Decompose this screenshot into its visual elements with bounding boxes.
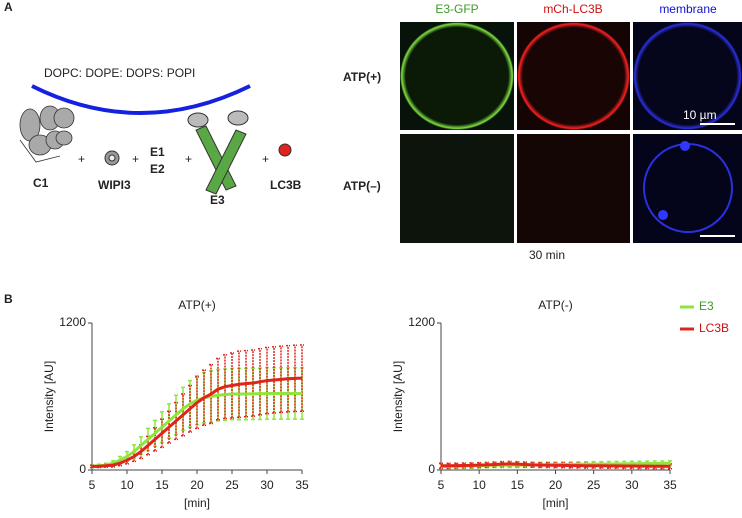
x-tick-label: 15 xyxy=(511,478,525,492)
error-bar xyxy=(209,363,213,425)
column-header: mCh-LC3B xyxy=(543,2,602,16)
e3-icon xyxy=(187,110,249,195)
x-tick-label: 30 xyxy=(260,478,274,492)
lc3b-icon xyxy=(278,143,292,157)
x-tick-label: 5 xyxy=(438,478,445,492)
plus: + xyxy=(78,152,85,166)
c1-icon xyxy=(19,105,75,163)
error-bar xyxy=(188,384,192,433)
x-tick-label: 35 xyxy=(295,478,309,492)
component-label: C1 xyxy=(33,176,49,190)
component-label: E2 xyxy=(150,162,165,176)
x-axis-label: [min] xyxy=(542,496,568,510)
legend-label: LC3B xyxy=(699,321,729,335)
series-line xyxy=(92,376,303,468)
wipi3-icon xyxy=(108,154,116,162)
x-tick-label: 10 xyxy=(472,478,486,492)
panel-label: A xyxy=(4,0,13,14)
plus: + xyxy=(185,152,192,166)
panel-label: B xyxy=(4,292,13,306)
time-label: 30 min xyxy=(529,248,565,262)
column-header: E3-GFP xyxy=(435,2,478,16)
lipid-label: DOPC: DOPE: DOPS: POPI xyxy=(44,66,195,80)
x-tick-label: 5 xyxy=(89,478,96,492)
y-axis-label: Intensity [AU] xyxy=(391,361,405,432)
y-tick-label: 1200 xyxy=(59,315,86,329)
legend-label: E3 xyxy=(699,299,714,313)
column-header: membrane xyxy=(659,2,717,16)
x-tick-label: 25 xyxy=(225,478,239,492)
x-tick-label: 20 xyxy=(190,478,204,492)
plus: + xyxy=(132,152,139,166)
series-line xyxy=(91,391,302,468)
chart-title: ATP(-) xyxy=(538,298,572,312)
y-tick-label: 0 xyxy=(79,462,86,476)
error-bar xyxy=(160,418,164,449)
y-tick-label: 0 xyxy=(428,462,435,476)
micrographs xyxy=(400,22,742,243)
row-label: ATP(+) xyxy=(343,70,381,84)
y-tick-label: 1200 xyxy=(408,315,435,329)
plus: + xyxy=(262,152,269,166)
component-label: E1 xyxy=(150,145,165,159)
x-axis-label: [min] xyxy=(184,496,210,510)
component-label: E3 xyxy=(210,193,225,207)
membrane-arc xyxy=(31,84,251,115)
error-bar xyxy=(230,352,234,419)
x-tick-label: 30 xyxy=(625,478,639,492)
y-axis-label: Intensity [AU] xyxy=(42,361,56,432)
x-tick-label: 25 xyxy=(587,478,601,492)
chart-title: ATP(+) xyxy=(178,298,215,312)
error-bar xyxy=(181,393,185,437)
row-label: ATP(–) xyxy=(343,179,381,193)
x-tick-label: 15 xyxy=(155,478,169,492)
component-label: WIPI3 xyxy=(98,178,131,192)
scale-bar-label: 10 µm xyxy=(683,108,717,122)
x-tick-label: 10 xyxy=(120,478,134,492)
error-bar xyxy=(530,461,535,469)
component-label: LC3B xyxy=(270,178,302,192)
x-tick-label: 20 xyxy=(549,478,563,492)
series-line xyxy=(441,462,671,468)
x-tick-label: 35 xyxy=(663,478,677,492)
